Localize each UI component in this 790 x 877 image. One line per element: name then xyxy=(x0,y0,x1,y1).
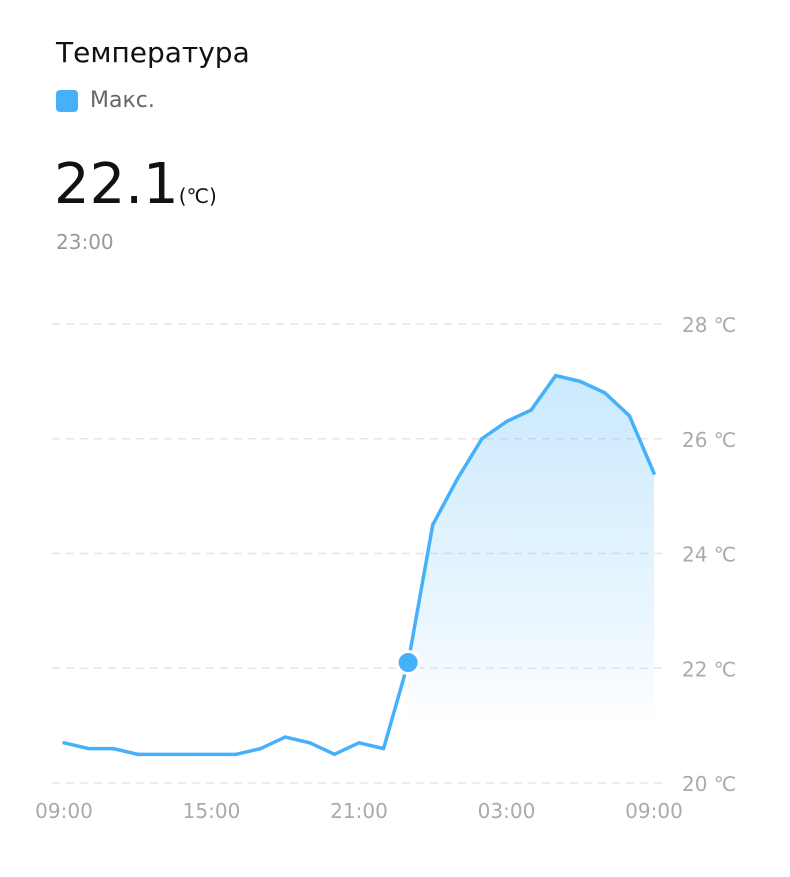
line-segment xyxy=(308,741,337,757)
x-tick-label: 09:00 xyxy=(35,799,93,823)
y-tick-label: 20 ℃ xyxy=(682,772,736,796)
x-tick-label: 03:00 xyxy=(478,799,536,823)
line-segment xyxy=(283,735,312,745)
legend-label: Макс. xyxy=(90,88,155,113)
y-tick-label: 22 ℃ xyxy=(682,657,736,681)
line-segment xyxy=(529,373,558,412)
x-tick-label: 09:00 xyxy=(625,799,683,823)
unit-label: (℃) xyxy=(178,184,217,208)
line-segment xyxy=(504,408,533,424)
selected-time: 23:00 xyxy=(56,230,114,254)
line-segment xyxy=(455,437,484,481)
line-segment xyxy=(553,373,582,384)
line-segment xyxy=(357,741,386,751)
x-tick-label: 15:00 xyxy=(183,799,241,823)
line-segment xyxy=(258,735,287,751)
line-segment xyxy=(603,391,632,418)
selected-value: 22.1(℃) xyxy=(54,152,217,217)
legend-swatch xyxy=(56,89,78,112)
chart-title: Температура xyxy=(56,36,250,69)
line-segment xyxy=(62,741,91,751)
line-segment xyxy=(111,746,140,757)
x-tick-label: 21:00 xyxy=(330,799,388,823)
line-segment xyxy=(381,660,410,751)
line-segment xyxy=(431,477,460,527)
highlight-point xyxy=(395,650,421,676)
y-tick-label: 26 ℃ xyxy=(682,428,736,452)
line-segment xyxy=(332,741,361,757)
line-segment xyxy=(406,523,435,665)
line-segment xyxy=(578,379,607,395)
y-tick-label: 24 ℃ xyxy=(682,543,736,567)
y-tick-label: 28 ℃ xyxy=(682,313,736,337)
area-fill xyxy=(408,375,654,723)
line-segment xyxy=(480,419,509,441)
line-segment xyxy=(627,414,656,475)
legend: Макс. xyxy=(56,88,155,113)
line-segment xyxy=(234,746,263,757)
selected-value-number: 22.1 xyxy=(54,152,179,217)
